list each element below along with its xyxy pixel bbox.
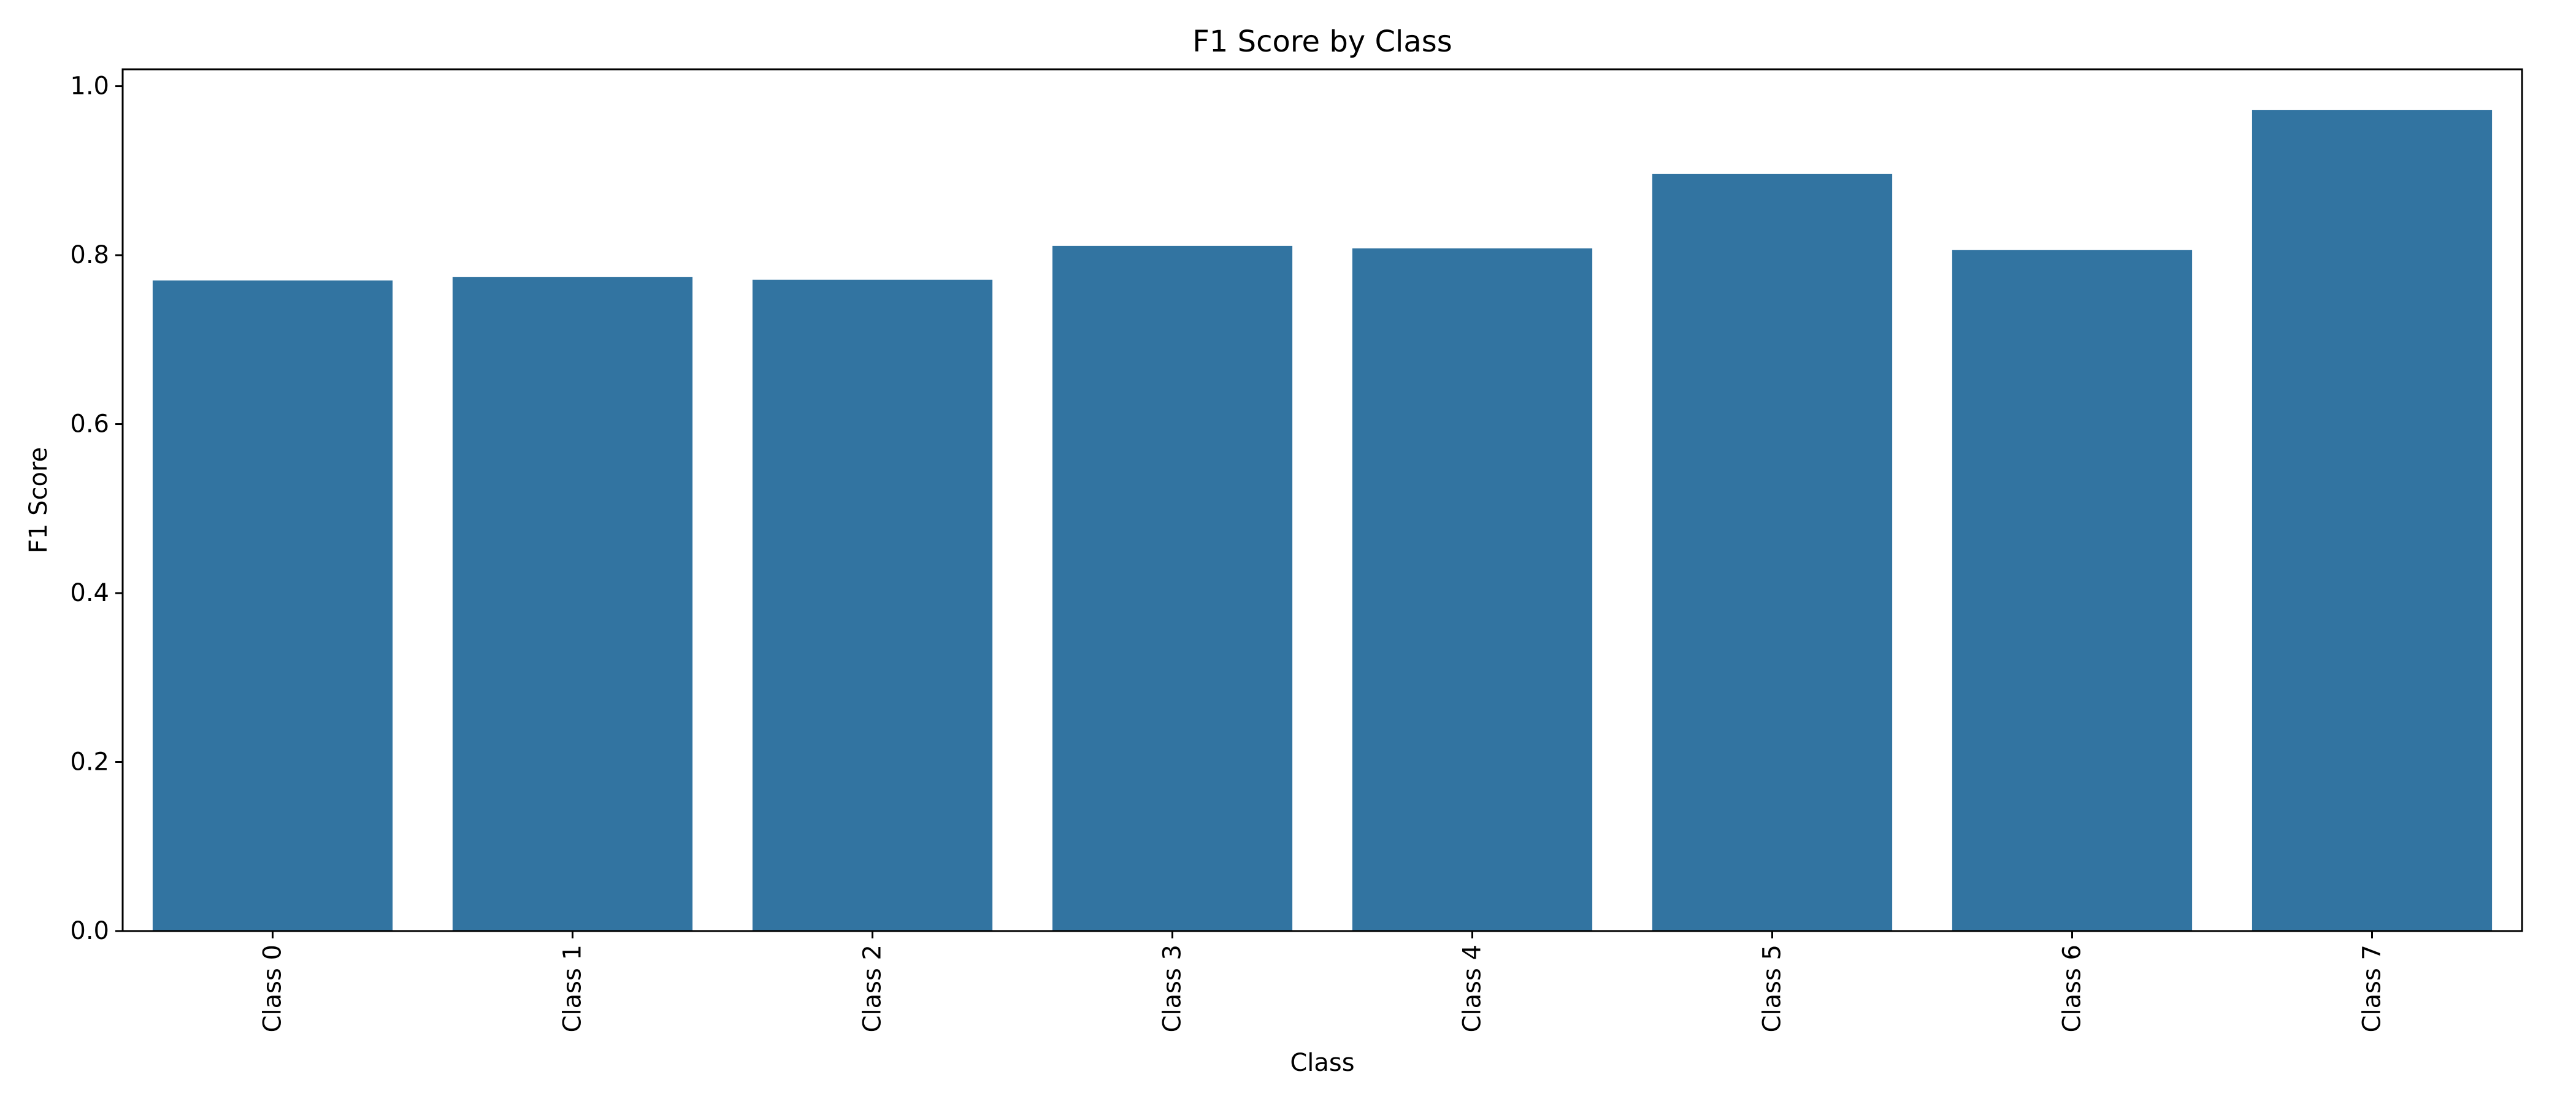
y-tick-label: 0.2: [70, 748, 109, 776]
y-tick-label: 0.0: [70, 917, 109, 945]
bar-class-0: [152, 280, 393, 931]
bar-class-1: [452, 277, 693, 932]
x-axis-ticks: Class 0 Class 1 Class 2 Class 3 Class 4 Class…: [259, 931, 2386, 1032]
x-tick-label: Class 1: [559, 945, 587, 1032]
bar-class-7: [2252, 110, 2493, 931]
chart-title: F1 Score by Class: [1192, 25, 1452, 59]
bar-class-2: [752, 279, 993, 931]
x-axis-label: Class: [1290, 1049, 1354, 1077]
x-tick-label: Class 7: [2358, 945, 2386, 1032]
bar-class-5: [1652, 174, 1893, 931]
bar-class-4: [1352, 248, 1593, 931]
bars-group: [152, 110, 2493, 932]
x-tick-label: Class 2: [859, 945, 887, 1032]
y-axis-ticks: 0.0 0.2 0.4 0.6 0.8 1.0: [70, 72, 123, 945]
x-tick-label: Class 3: [1159, 945, 1187, 1032]
x-tick-label: Class 0: [259, 945, 287, 1032]
y-tick-label: 1.0: [70, 72, 109, 101]
x-tick-label: Class 4: [1459, 945, 1487, 1032]
plot-frame: [121, 68, 2523, 932]
bar-class-6: [1952, 250, 2193, 931]
y-tick-label: 0.8: [70, 241, 109, 269]
y-tick-label: 0.4: [70, 579, 109, 607]
x-tick-label: Class 6: [2058, 945, 2087, 1032]
y-axis-label: F1 Score: [25, 447, 53, 553]
bar-class-3: [1052, 245, 1293, 932]
x-tick-label: Class 5: [1758, 945, 1787, 1032]
y-tick-label: 0.6: [70, 410, 109, 439]
